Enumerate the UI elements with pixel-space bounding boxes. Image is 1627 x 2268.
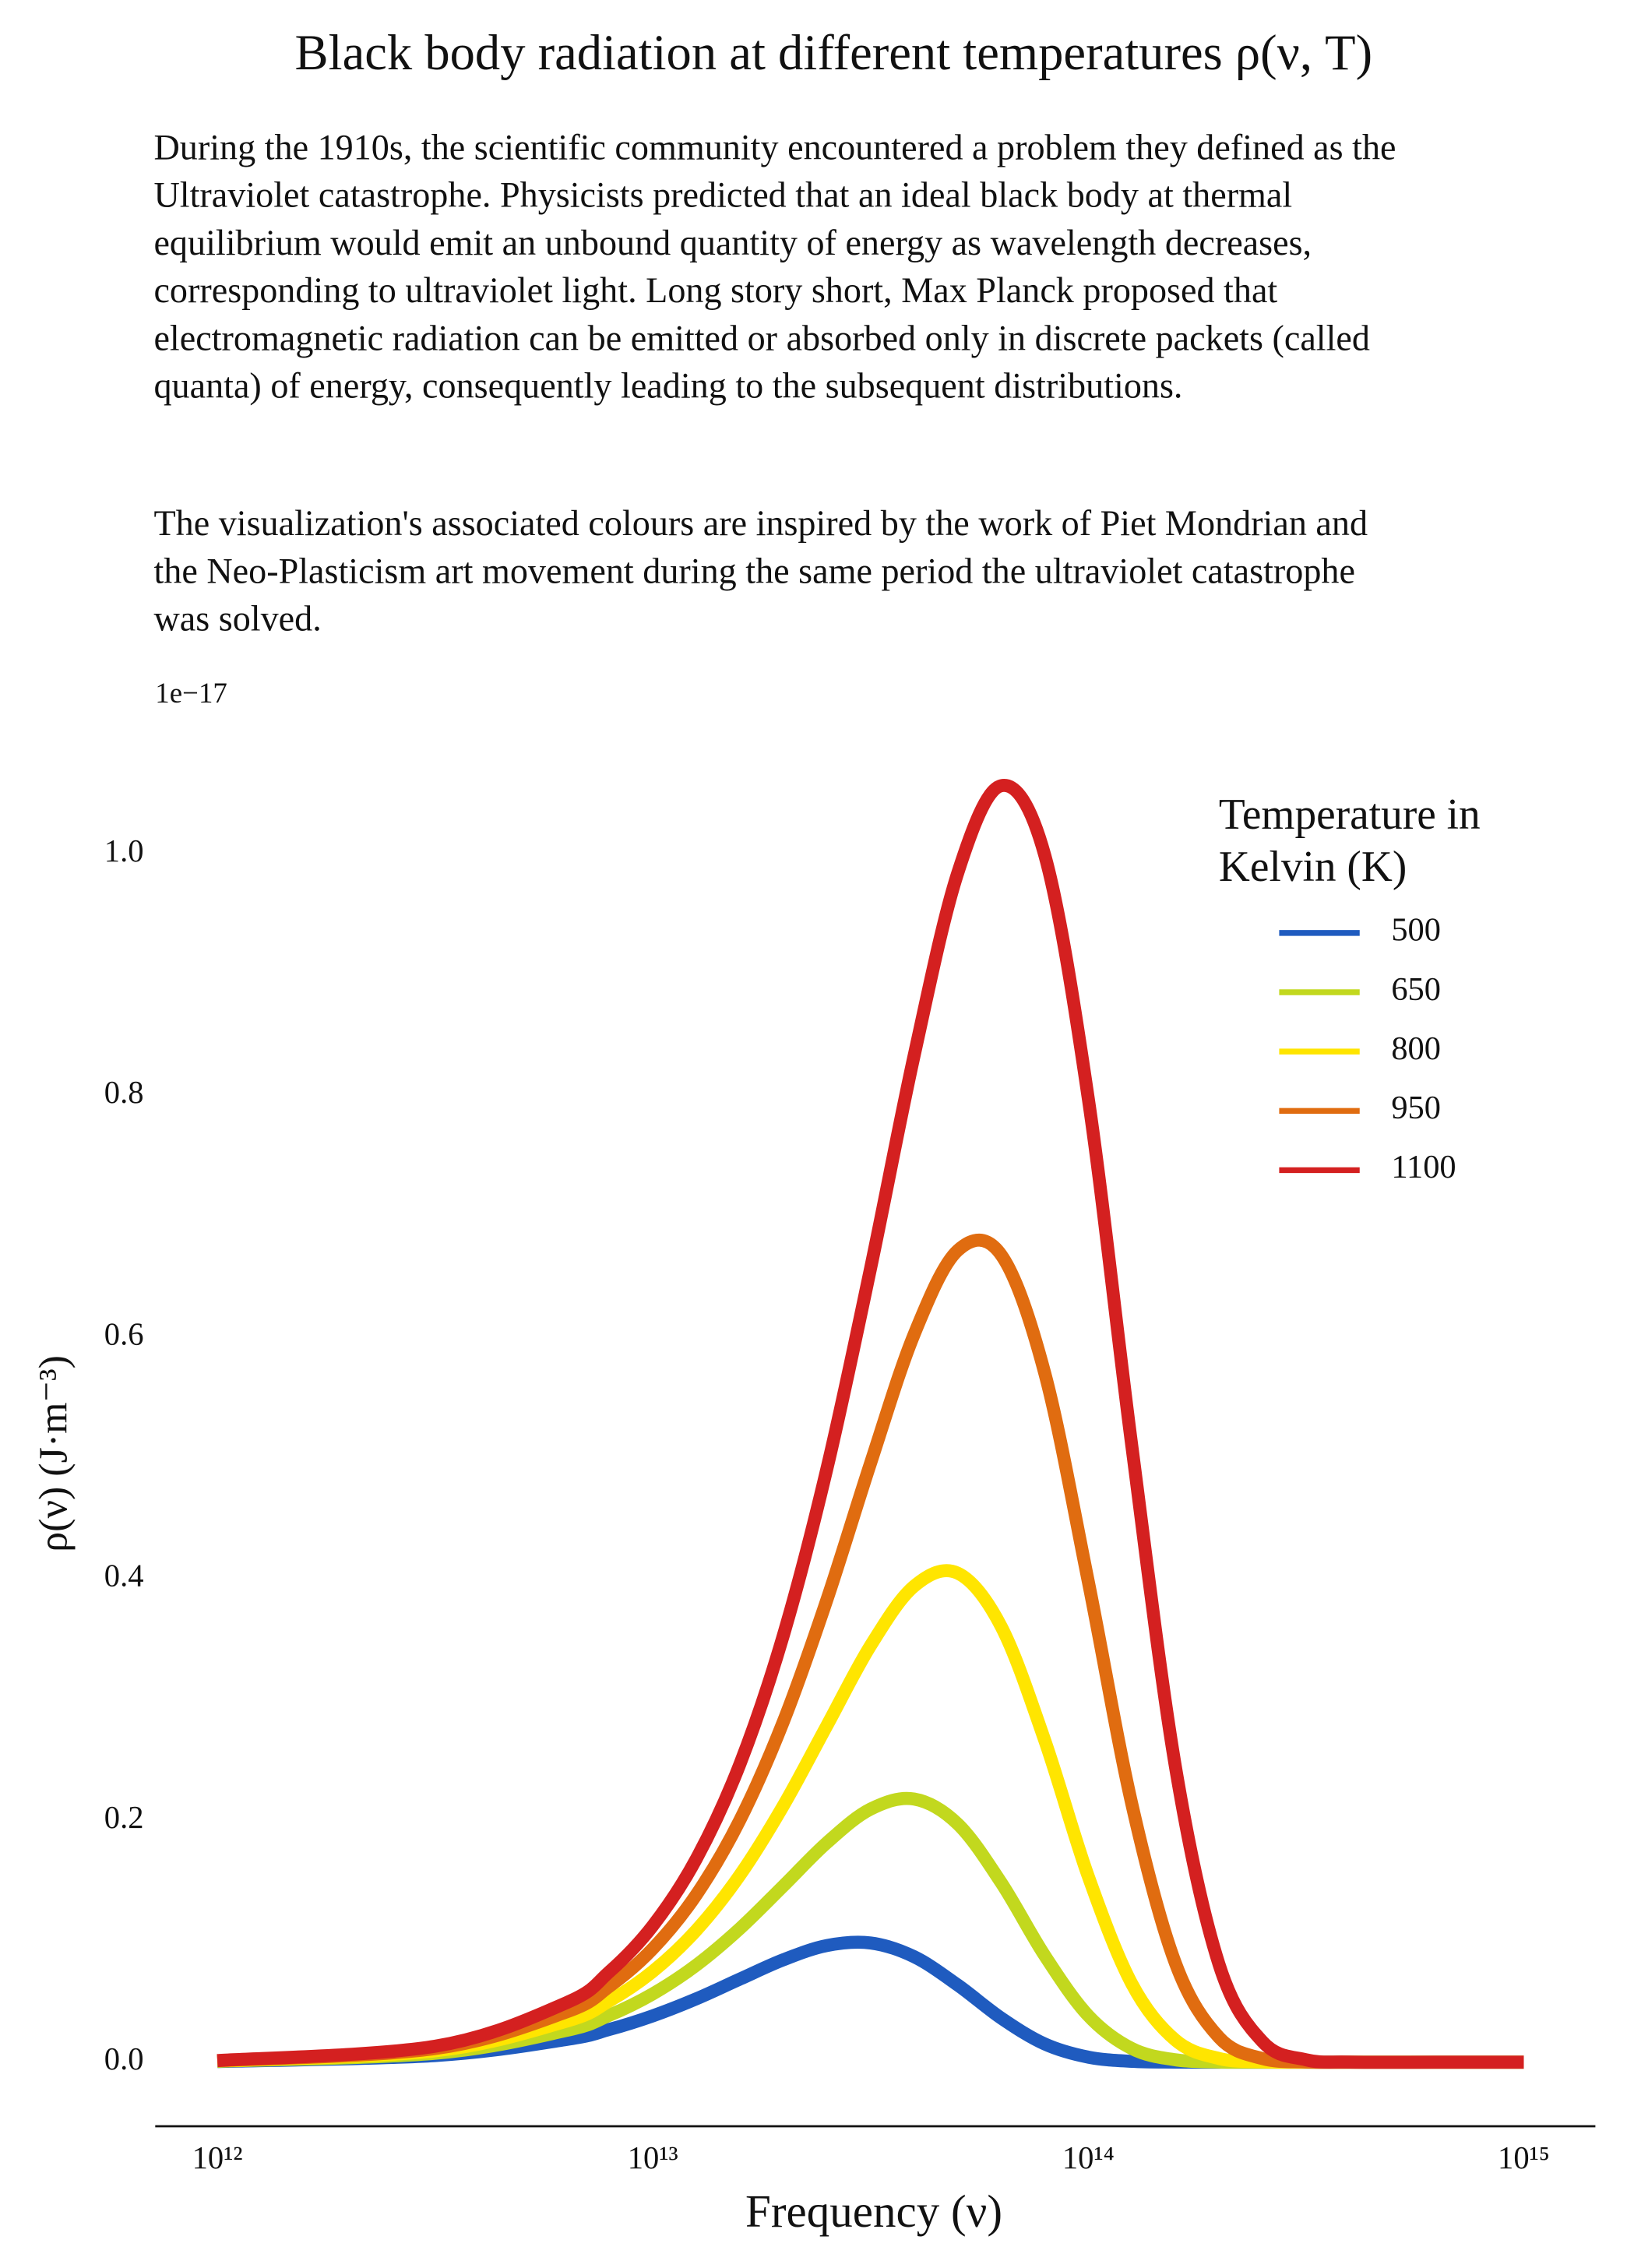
x-tick-label: 10¹³	[628, 2140, 678, 2175]
x-tick-label: 10¹⁴	[1062, 2140, 1115, 2175]
legend-title-box: Temperature in Kelvin (K)	[1218, 791, 1481, 891]
description-box: During the 1910s, the scientific communi…	[153, 129, 1396, 407]
legend-label: 650	[1391, 971, 1441, 1008]
description-paragraph: The visualization's associated colours a…	[153, 505, 1368, 639]
series-line	[217, 779, 1524, 2069]
description-paragraph: During the 1910s, the scientific communi…	[153, 129, 1396, 407]
y-tick-label: 0.0	[104, 2041, 144, 2076]
x-tick-label: 10¹²	[192, 2140, 243, 2175]
description-box: The visualization's associated colours a…	[153, 505, 1368, 639]
chart-title: Black body radiation at different temper…	[295, 25, 1373, 81]
legend-label: 950	[1391, 1090, 1441, 1126]
y-tick-label: 1.0	[104, 833, 144, 868]
y-tick-label: 0.8	[104, 1075, 144, 1110]
series-line	[217, 1234, 1524, 2069]
legend-title: Temperature in Kelvin (K)	[1218, 791, 1481, 891]
series-line	[217, 1791, 1524, 2069]
y-tick-label: 0.6	[104, 1316, 144, 1351]
y-axis-label: ρ(ν) (J·m⁻³)	[32, 1355, 76, 1552]
legend-label: 1100	[1391, 1149, 1456, 1185]
legend-label: 800	[1391, 1030, 1441, 1067]
x-tick-label: 10¹⁵	[1498, 2140, 1550, 2175]
plot-area: 10¹² 10¹³ 10¹⁴ 10¹⁵ 0.0 0.2 0.4 0.6 0.8 1.0 500 650…	[104, 779, 1596, 2175]
x-axis-label: Frequency (ν)	[745, 2185, 1002, 2237]
y-tick-label: 0.4	[104, 1558, 144, 1594]
y-tick-label: 0.2	[104, 1800, 144, 1835]
legend-label: 500	[1391, 912, 1441, 949]
y-offset-label: 1e−17	[155, 678, 227, 710]
